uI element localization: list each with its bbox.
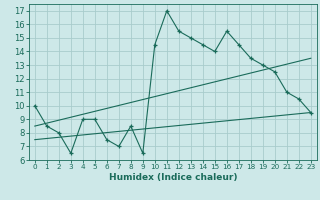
X-axis label: Humidex (Indice chaleur): Humidex (Indice chaleur): [108, 173, 237, 182]
